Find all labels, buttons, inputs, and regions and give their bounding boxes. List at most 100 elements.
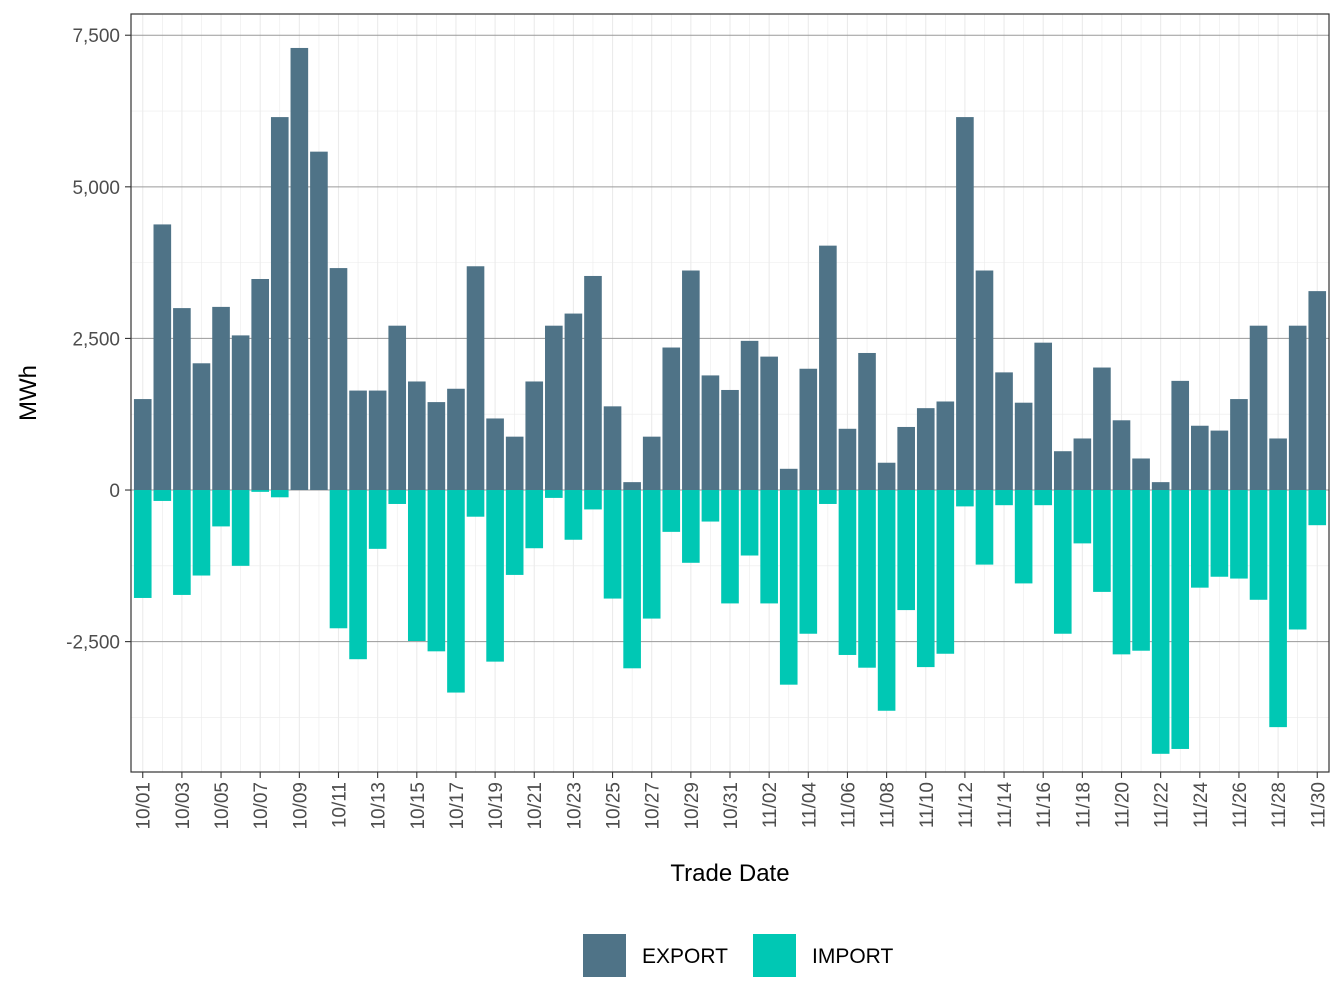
y-axis-title: MWh xyxy=(15,365,42,421)
bar-export-11-08 xyxy=(877,462,896,491)
bar-export-10-30 xyxy=(701,375,720,491)
bar-import-10-25 xyxy=(603,490,622,599)
bar-export-11-28 xyxy=(1269,438,1287,491)
x-tick-label: 10/03 xyxy=(173,782,194,830)
bar-import-10-26 xyxy=(623,490,641,669)
x-tick-label: 11/12 xyxy=(956,782,977,828)
x-tick-label: 11/28 xyxy=(1269,782,1290,828)
bar-export-10-04 xyxy=(192,363,211,491)
bar-export-10-05 xyxy=(212,306,230,491)
bar-export-10-18 xyxy=(466,266,485,491)
bar-import-10-08 xyxy=(270,490,289,498)
bar-export-10-28 xyxy=(662,347,681,491)
bar-import-11-07 xyxy=(858,490,876,668)
bar-import-11-01 xyxy=(740,490,759,556)
bar-import-11-29 xyxy=(1288,490,1307,630)
bar-import-11-09 xyxy=(897,490,915,611)
bar-import-11-23 xyxy=(1171,490,1190,749)
x-tick-label: 10/07 xyxy=(251,782,272,830)
y-tick-label: 5,000 xyxy=(72,178,120,199)
x-tick-label: 10/11 xyxy=(329,782,350,828)
x-tick-label: 10/31 xyxy=(721,782,742,830)
y-tick-label: 2,500 xyxy=(72,329,120,350)
bar-import-11-27 xyxy=(1249,490,1268,600)
bar-export-11-05 xyxy=(819,245,837,491)
x-tick-label: 10/21 xyxy=(525,782,546,830)
bar-import-10-12 xyxy=(349,490,367,660)
bar-export-11-01 xyxy=(740,340,759,491)
bar-export-10-13 xyxy=(368,390,387,491)
bar-export-10-21 xyxy=(525,381,544,491)
x-tick-label: 11/16 xyxy=(1034,782,1055,828)
bar-import-11-20 xyxy=(1112,490,1131,655)
bar-import-11-13 xyxy=(975,490,994,565)
bar-export-11-26 xyxy=(1230,399,1248,491)
bar-export-10-27 xyxy=(642,436,661,491)
bar-import-11-10 xyxy=(916,490,935,668)
bar-import-10-11 xyxy=(329,490,348,629)
bar-import-11-30 xyxy=(1308,490,1327,526)
bar-export-11-13 xyxy=(975,270,994,491)
bar-export-11-04 xyxy=(799,368,818,491)
bar-export-10-17 xyxy=(447,388,465,491)
x-tick-label: 11/18 xyxy=(1073,782,1094,828)
bar-export-10-19 xyxy=(486,418,504,491)
bar-import-10-19 xyxy=(486,490,504,662)
bar-export-11-22 xyxy=(1151,482,1170,491)
bar-import-11-02 xyxy=(760,490,778,604)
x-axis: 10/01 10/03 10/05 10/07 10/09 10/11 10/13 10/15… xyxy=(134,772,1329,830)
bar-export-11-20 xyxy=(1112,420,1131,491)
bar-export-11-25 xyxy=(1210,430,1229,491)
x-tick-label: 11/06 xyxy=(838,782,859,828)
bar-export-10-14 xyxy=(388,325,407,491)
bar-export-11-29 xyxy=(1288,325,1307,491)
bar-import-11-08 xyxy=(877,490,896,711)
bar-import-11-15 xyxy=(1014,490,1033,584)
bar-import-11-24 xyxy=(1190,490,1209,588)
bar-import-11-12 xyxy=(956,490,974,507)
bar-export-10-02 xyxy=(153,224,172,491)
x-tick-label: 11/04 xyxy=(799,782,820,829)
bar-import-10-16 xyxy=(427,490,446,652)
bar-export-10-09 xyxy=(290,47,309,491)
x-tick-label: 10/01 xyxy=(134,782,155,830)
bar-export-11-23 xyxy=(1171,380,1190,491)
legend: EXPORT IMPORT xyxy=(583,934,893,977)
bar-export-11-16 xyxy=(1034,342,1053,491)
x-tick-label: 11/08 xyxy=(878,782,899,828)
bar-export-10-25 xyxy=(603,406,622,491)
bar-import-10-30 xyxy=(701,490,720,522)
bar-import-10-18 xyxy=(466,490,485,517)
y-tick-label: 0 xyxy=(109,481,120,502)
bar-import-11-11 xyxy=(936,490,955,654)
x-tick-label: 10/25 xyxy=(604,782,625,830)
bar-export-11-24 xyxy=(1190,425,1209,491)
bar-import-11-03 xyxy=(779,490,798,685)
x-tick-label: 10/05 xyxy=(212,782,233,830)
x-tick-label: 10/29 xyxy=(682,782,703,830)
x-axis-title: Trade Date xyxy=(670,860,789,887)
bar-import-11-22 xyxy=(1151,490,1170,754)
bar-export-10-01 xyxy=(133,399,152,491)
bar-export-10-10 xyxy=(310,151,328,491)
x-tick-label: 11/02 xyxy=(760,782,781,828)
bar-import-10-28 xyxy=(662,490,681,532)
bar-import-11-06 xyxy=(838,490,857,655)
legend-label-export: EXPORT xyxy=(642,945,728,968)
bar-export-11-30 xyxy=(1308,291,1327,491)
bar-export-11-12 xyxy=(956,117,974,491)
bar-export-11-21 xyxy=(1132,458,1150,491)
bar-export-10-06 xyxy=(231,335,250,491)
x-tick-label: 11/20 xyxy=(1113,782,1134,828)
bar-import-10-23 xyxy=(564,490,583,540)
bar-export-10-12 xyxy=(349,390,367,491)
bar-import-10-31 xyxy=(721,490,739,604)
legend-swatch-export xyxy=(583,934,626,977)
bar-import-10-04 xyxy=(192,490,211,576)
bar-import-11-05 xyxy=(819,490,837,504)
bar-import-10-06 xyxy=(231,490,250,566)
x-tick-label: 11/14 xyxy=(995,782,1016,829)
bar-export-11-03 xyxy=(779,468,798,491)
bar-export-11-15 xyxy=(1014,402,1033,491)
x-tick-label: 10/27 xyxy=(643,782,664,830)
